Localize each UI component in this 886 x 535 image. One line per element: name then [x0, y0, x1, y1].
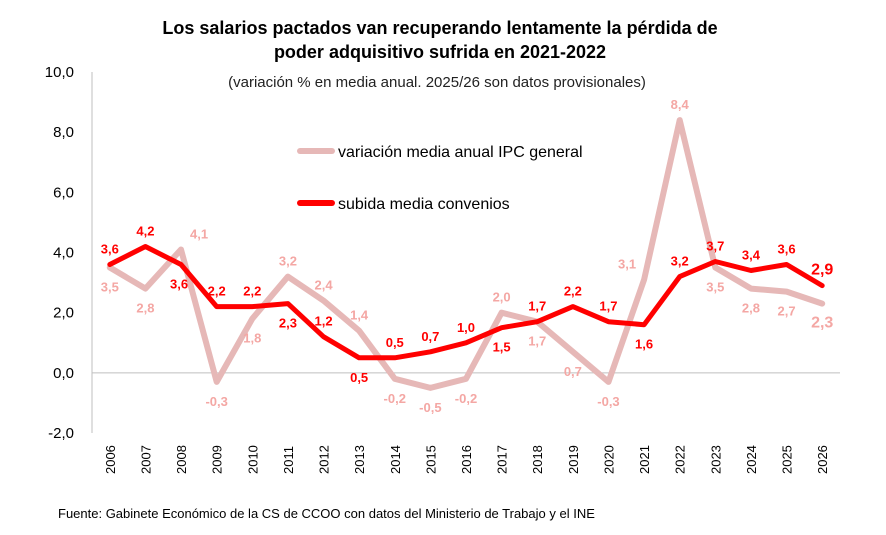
x-tick-label: 2015: [423, 445, 438, 474]
data-label-convenios: 2,2: [208, 284, 226, 299]
x-tick-label: 2020: [601, 445, 616, 474]
data-label-convenios: 0,5: [350, 370, 368, 385]
y-tick-label: 0,0: [53, 365, 74, 382]
x-tick-label: 2023: [708, 445, 723, 474]
series-lines: [106, 117, 826, 391]
chart-title-line1: Los salarios pactados van recuperando le…: [162, 18, 717, 38]
data-label-ipc: -0,3: [205, 394, 227, 409]
x-tick-label: 2018: [530, 445, 545, 474]
chart-title-line2: poder adquisitivo sufrida en 2021-2022: [274, 42, 606, 62]
data-label-ipc: 2,8: [136, 301, 154, 316]
data-label-ipc: 3,5: [706, 280, 724, 295]
x-tick-label: 2011: [281, 446, 296, 474]
data-label-ipc: 1,7: [528, 334, 546, 349]
data-labels: 3,5 2,8 4,1 -0,3 1,8 3,2 2,4 1,4 -0,2 -0,5 -0,2 2,0…: [101, 97, 834, 415]
x-tick-label: 2025: [780, 445, 795, 474]
data-label-convenios: 1,7: [528, 299, 546, 314]
data-label-convenios: 3,6: [101, 242, 119, 257]
data-label-ipc: 0,7: [564, 364, 582, 379]
data-label-convenios: 3,6: [778, 242, 796, 257]
data-label-ipc: 3,1: [618, 257, 636, 272]
legend-label-ipc: variación media anual IPC general: [338, 144, 583, 161]
data-label-convenios: 0,5: [386, 335, 404, 350]
y-tick-label: -2,0: [48, 425, 74, 442]
data-label-convenios: 2,3: [279, 316, 297, 331]
y-tick-label: 10,0: [45, 64, 74, 81]
y-tick-labels: -2,0 0,0 2,0 4,0 6,0 8,0 10,0: [45, 64, 74, 442]
data-label-ipc: 8,4: [671, 97, 690, 112]
data-label-convenios: 3,6: [170, 277, 188, 292]
y-tick-label: 6,0: [53, 184, 74, 201]
data-label-ipc: -0,2: [455, 391, 477, 406]
data-label-ipc: 3,5: [101, 280, 119, 295]
x-tick-label: 2012: [317, 445, 332, 474]
data-label-ipc: 2,4: [314, 278, 333, 293]
data-label-convenios: 2,2: [564, 284, 582, 299]
data-label-ipc: -0,5: [419, 400, 441, 415]
data-label-ipc: 3,2: [279, 254, 297, 269]
data-label-convenios: 2,9: [811, 262, 833, 279]
y-tick-label: 8,0: [53, 124, 74, 141]
data-label-ipc: 2,7: [778, 304, 796, 319]
data-label-ipc: 4,1: [190, 226, 208, 241]
series-line-ipc: [106, 117, 826, 391]
series-line-convenios: [107, 244, 825, 361]
x-tick-label: 2016: [459, 445, 474, 474]
x-tick-label: 2019: [566, 445, 581, 474]
x-tick-label: 2009: [210, 445, 225, 474]
data-label-convenios: 1,7: [599, 299, 617, 314]
x-tick-label: 2021: [637, 445, 652, 474]
x-tick-label: 2026: [815, 445, 830, 474]
data-label-ipc: 2,0: [493, 290, 511, 305]
x-tick-label: 2008: [174, 445, 189, 474]
data-label-ipc: 1,4: [350, 308, 369, 323]
legend-label-convenios: subida media convenios: [338, 196, 510, 213]
data-label-convenios: 2,2: [243, 284, 261, 299]
x-tick-label: 2017: [495, 445, 510, 474]
data-label-ipc: 2,8: [742, 301, 760, 316]
data-label-convenios: 3,2: [671, 254, 689, 269]
legend: variación media anual IPC general subida…: [297, 144, 583, 213]
data-label-convenios: 3,7: [706, 239, 724, 254]
data-label-convenios: 1,2: [314, 314, 332, 329]
y-tick-label: 2,0: [53, 305, 74, 322]
chart-subtitle: (variación % en media anual. 2025/26 son…: [228, 74, 646, 91]
x-tick-label: 2007: [138, 445, 153, 474]
data-label-convenios: 3,4: [742, 248, 761, 263]
data-label-convenios: 4,2: [136, 223, 154, 238]
data-label-ipc: 1,8: [243, 331, 261, 346]
x-tick-label: 2013: [352, 445, 367, 474]
data-label-ipc: -0,2: [384, 391, 406, 406]
x-tick-label: 2014: [388, 445, 403, 474]
data-label-ipc: -0,3: [597, 394, 619, 409]
x-tick-label: 2010: [245, 445, 260, 474]
data-label-convenios: 1,0: [457, 320, 475, 335]
x-tick-label: 2022: [673, 445, 688, 474]
x-tick-label: 2006: [103, 445, 118, 474]
data-label-convenios: 0,7: [421, 329, 439, 344]
source-note: Fuente: Gabinete Económico de la CS de C…: [58, 506, 595, 521]
data-label-ipc: 2,3: [811, 315, 833, 332]
data-label-convenios: 1,5: [493, 340, 511, 355]
x-tick-label: 2024: [744, 445, 759, 474]
data-label-convenios: 1,6: [635, 337, 653, 352]
y-tick-label: 4,0: [53, 245, 74, 262]
x-tick-labels: 2006 2007 2008 2009 2010 2011 2012 2013 2014 2015…: [103, 445, 830, 474]
